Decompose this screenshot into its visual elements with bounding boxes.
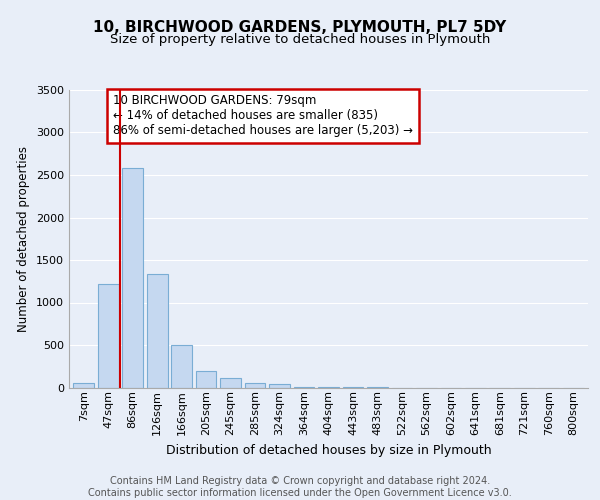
Bar [73,383,94,388]
Text: Contains HM Land Registry data © Crown copyright and database right 2024.
Contai: Contains HM Land Registry data © Crown c… [88,476,512,498]
Bar [147,274,167,388]
Text: 10, BIRCHWOOD GARDENS, PLYMOUTH, PL7 5DY: 10, BIRCHWOOD GARDENS, PLYMOUTH, PL7 5DY [94,20,506,35]
Text: 10 BIRCHWOOD GARDENS: 79sqm
← 14% of detached houses are smaller (835)
86% of se: 10 BIRCHWOOD GARDENS: 79sqm ← 14% of det… [113,94,413,138]
Y-axis label: Number of detached properties: Number of detached properties [17,146,31,332]
X-axis label: Distribution of detached houses by size in Plymouth: Distribution of detached houses by size … [166,444,491,456]
Bar [171,345,192,388]
Bar [269,384,290,388]
Bar [220,378,241,388]
Bar [98,284,119,388]
Bar [196,370,217,388]
Text: Size of property relative to detached houses in Plymouth: Size of property relative to detached ho… [110,32,490,46]
Bar [245,383,265,388]
Bar [122,168,143,388]
